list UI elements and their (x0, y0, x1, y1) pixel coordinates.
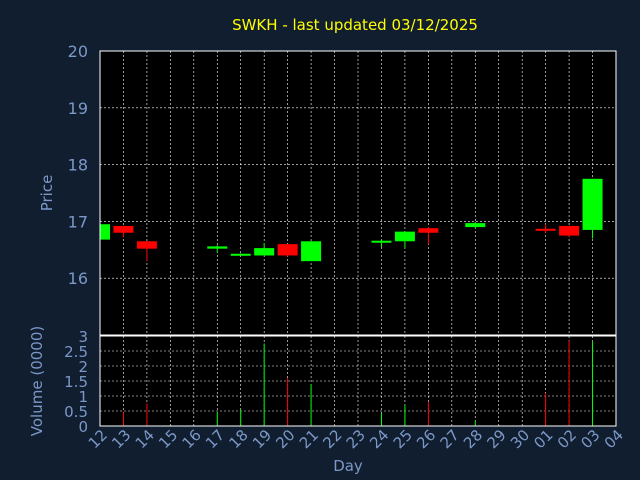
price-axis-label: Price (38, 175, 56, 212)
price-tick-labels: 16 17 18 19 20 (68, 42, 88, 288)
candle-body (535, 228, 556, 231)
volume-grid (100, 336, 616, 426)
price-tick-label: 19 (68, 99, 88, 118)
volume-tick-label: 3 (78, 328, 88, 346)
candle-body (254, 248, 275, 256)
volume-tick-labels: 00.511.522.53 (64, 328, 88, 436)
volume-bars (99, 340, 594, 426)
price-plot-frame (99, 50, 617, 336)
candle-body (559, 225, 580, 236)
candle-body (465, 223, 486, 228)
candle-body (113, 225, 134, 233)
x-axis-label: Day (333, 457, 363, 475)
volume-tick-label: 2 (78, 358, 88, 376)
volume-tick-label: 1.5 (64, 373, 88, 391)
candle-body (301, 241, 322, 262)
x-tick-labels: 1213141516171819202122232425262728293001… (85, 426, 627, 452)
candle-body (207, 246, 228, 249)
candle-body (277, 244, 298, 256)
candle-body (371, 240, 392, 243)
candle-body (582, 178, 603, 230)
candle-body (136, 241, 157, 249)
candlesticks (99, 178, 603, 262)
volume-tick-label: 0 (78, 418, 88, 436)
volume-tick-label: 2.5 (64, 343, 88, 361)
candle-body (394, 231, 415, 242)
candle-body (418, 228, 439, 233)
price-tick-label: 17 (68, 212, 88, 231)
price-tick-label: 18 (68, 156, 88, 175)
price-grid (100, 51, 616, 335)
volume-tick-label: 0.5 (64, 403, 88, 421)
price-tick-label: 16 (68, 269, 88, 288)
price-tick-label: 20 (68, 42, 88, 61)
candle-body (100, 224, 110, 240)
volume-tick-label: 1 (78, 388, 88, 406)
chart-title: SWKH - last updated 03/12/2025 (232, 16, 478, 34)
candle-body (230, 253, 251, 256)
volume-axis-label: Volume (0000) (28, 326, 46, 436)
volume-plot-frame (99, 335, 617, 427)
